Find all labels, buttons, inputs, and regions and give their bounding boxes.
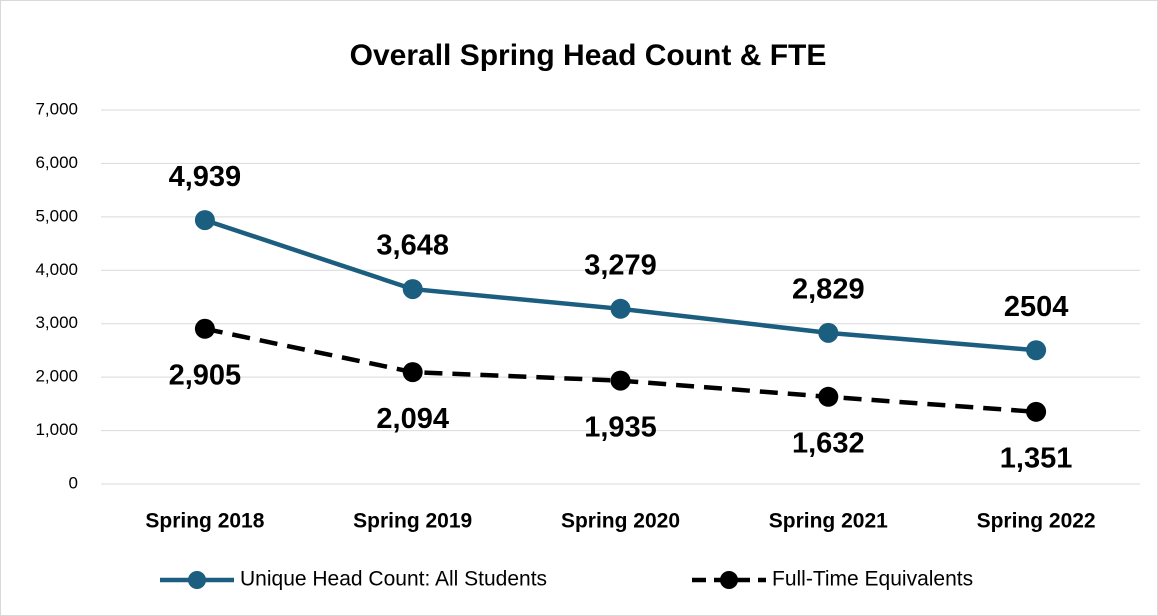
data-label: 3,279 [584,249,657,281]
point [1026,401,1047,422]
point [610,370,631,391]
x-tick-label: Spring 2020 [561,510,680,533]
point [402,362,423,383]
data-label: 2,094 [376,403,449,435]
y-tick-label: 4,000 [35,260,78,279]
y-tick-label: 0 [69,473,78,492]
y-tick-label: 1,000 [35,420,78,439]
x-tick-label: Spring 2018 [145,510,264,533]
y-tick-label: 7,000 [35,99,78,118]
legend-label: Unique Head Count: All Students [240,568,547,591]
chart-title: Overall Spring Head Count & FTE [350,39,827,72]
point [194,318,215,339]
y-tick-label: 2,000 [35,367,78,386]
x-tick-label: Spring 2022 [977,510,1096,533]
point [818,386,839,407]
data-label: 1,935 [584,411,657,443]
legend-marker [188,571,206,589]
point [194,210,215,231]
data-label: 1,632 [792,427,865,459]
data-label: 3,648 [376,230,449,262]
point [1026,340,1047,361]
data-label: 4,939 [169,161,242,193]
point [610,298,631,319]
point [402,279,423,300]
data-label: 2504 [1004,291,1069,323]
data-label: 2,829 [792,274,865,306]
data-label: 1,351 [1000,442,1073,474]
y-tick-label: 6,000 [35,153,78,172]
point [818,322,839,343]
y-tick-label: 3,000 [35,313,78,332]
legend-label: Full-Time Equivalents [772,568,973,591]
x-tick-label: Spring 2019 [353,510,472,533]
data-label: 2,905 [169,359,242,391]
y-tick-label: 5,000 [35,206,78,225]
legend-marker [720,571,738,589]
x-tick-label: Spring 2021 [769,510,888,533]
